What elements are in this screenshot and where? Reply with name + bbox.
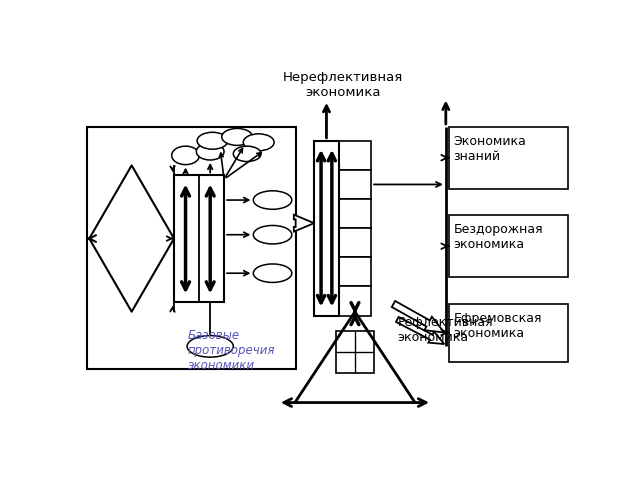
Bar	[339, 228, 371, 257]
Bar	[87, 127, 296, 370]
Ellipse shape	[221, 129, 253, 145]
Ellipse shape	[253, 264, 292, 282]
Text: Экономика
знаний: Экономика знаний	[454, 134, 526, 163]
Bar	[339, 170, 371, 199]
Text: Бездорожная
экономика: Бездорожная экономика	[454, 223, 543, 251]
Bar	[339, 287, 371, 315]
Ellipse shape	[253, 191, 292, 209]
Bar	[336, 331, 374, 373]
Ellipse shape	[196, 143, 224, 160]
Text: Нерефлективная
экономика: Нерефлективная экономика	[282, 72, 403, 99]
Ellipse shape	[253, 226, 292, 244]
Ellipse shape	[197, 132, 228, 149]
Bar	[449, 304, 568, 362]
Polygon shape	[396, 317, 444, 344]
Ellipse shape	[187, 336, 234, 357]
Ellipse shape	[243, 134, 274, 151]
Text: Ефремовская
экономика: Ефремовская экономика	[454, 312, 542, 340]
Bar	[339, 199, 371, 228]
Bar	[314, 141, 339, 315]
Bar	[339, 257, 371, 287]
Ellipse shape	[172, 146, 200, 165]
Bar	[449, 216, 568, 277]
Bar	[449, 127, 568, 189]
Bar	[174, 175, 224, 302]
Polygon shape	[392, 301, 444, 333]
Text: Рефлективная
экономика: Рефлективная экономика	[397, 315, 493, 344]
Ellipse shape	[234, 146, 261, 162]
Polygon shape	[294, 215, 314, 232]
Bar	[339, 141, 371, 170]
Text: Базовые
противоречия
экономики: Базовые противоречия экономики	[188, 329, 275, 372]
